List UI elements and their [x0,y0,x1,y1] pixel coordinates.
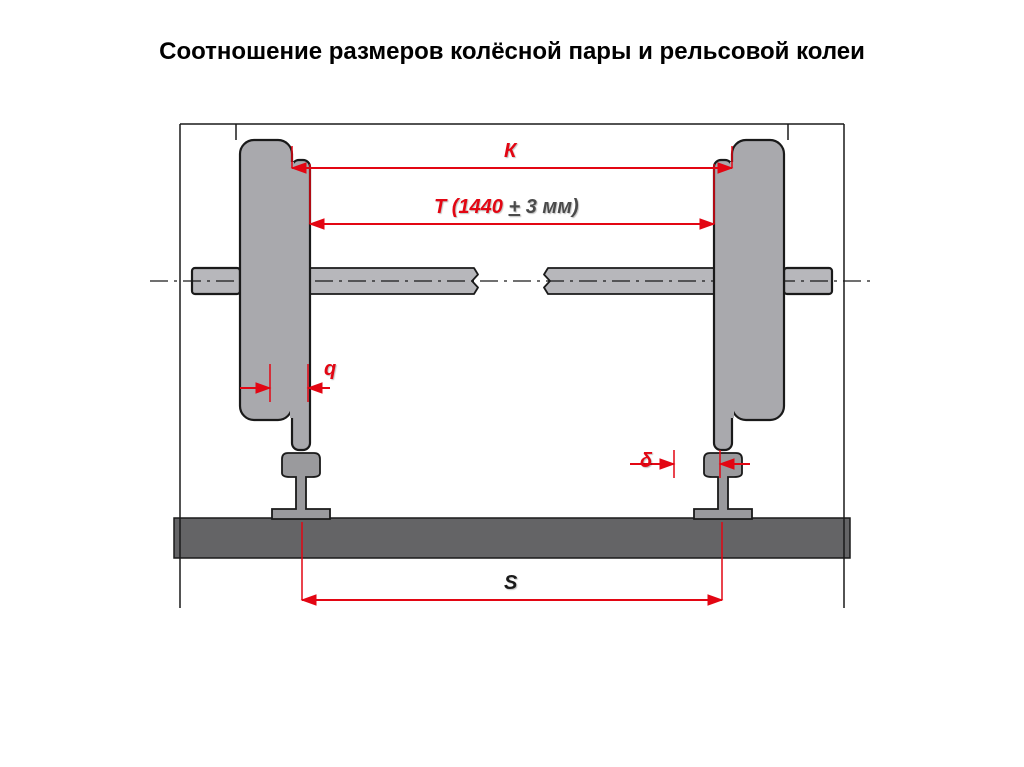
dim-label-S: S [504,572,517,595]
dim-label-q: q [324,358,336,381]
dim-label-K: К [504,140,516,163]
dim-label-delta: δ [640,450,652,473]
wheelset-diagram: К Т (1440 + 3 мм) q δ S [140,120,884,650]
dim-label-T: Т (1440 + 3 мм) [434,196,579,219]
page-title: Соотношение размеров колёсной пары и рел… [0,38,1024,66]
